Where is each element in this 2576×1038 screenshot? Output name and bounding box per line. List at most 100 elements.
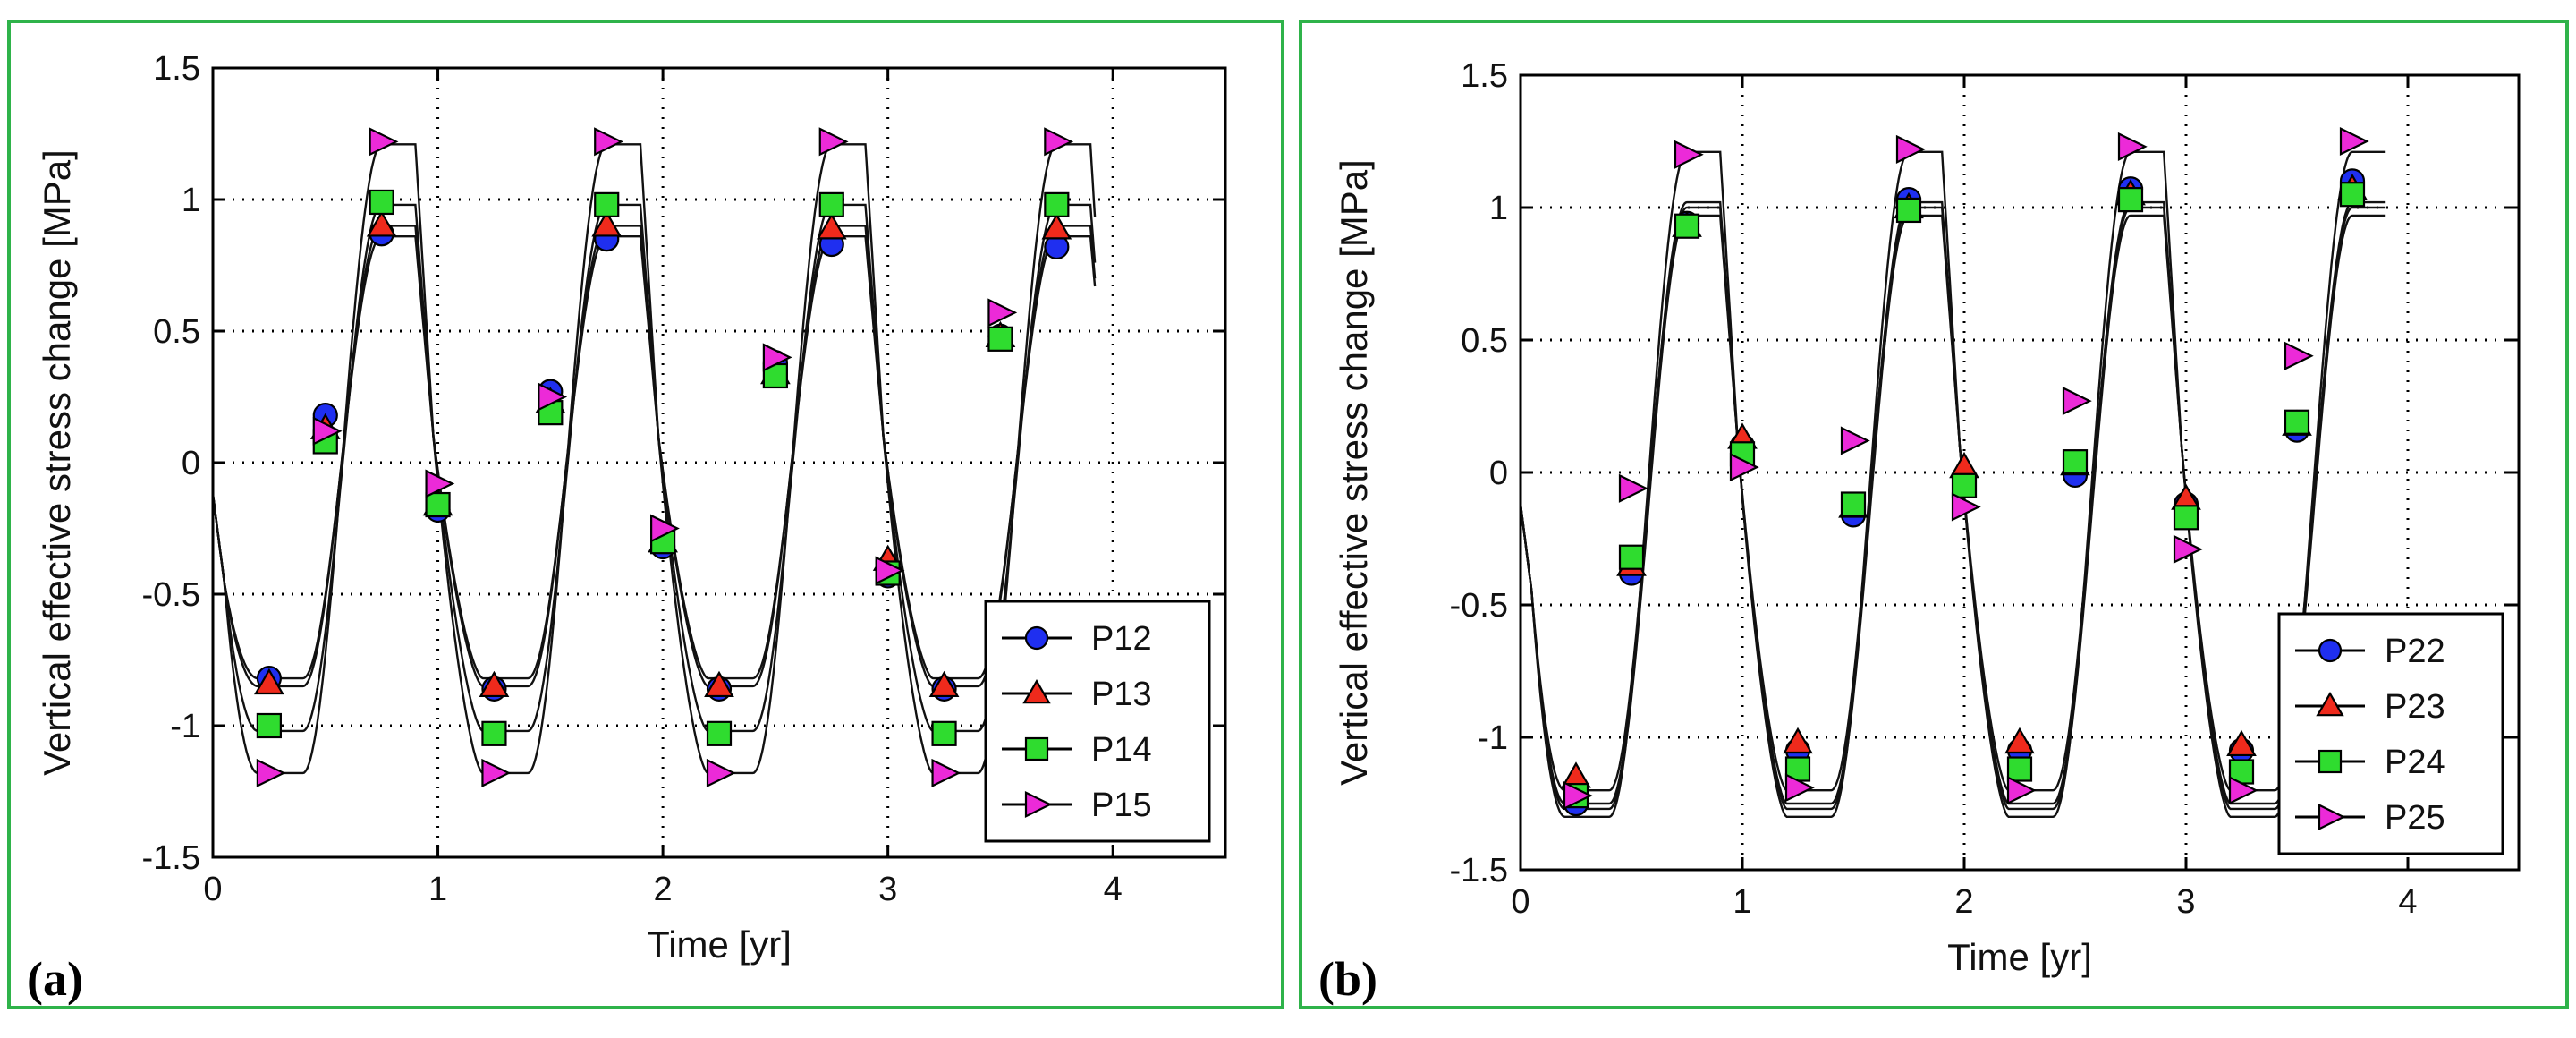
y-axis-title: Vertical effective stress change [MPa] [36, 149, 78, 776]
marker-P25-3 [1729, 453, 1759, 482]
y-tick-label-1: 1 [182, 182, 200, 219]
series-line-P24 [1519, 214, 2386, 811]
marker-P24-8 [2006, 756, 2033, 782]
marker-P13-0 [254, 668, 284, 695]
marker-P24-2 [1674, 213, 1700, 239]
marker-P15-8 [706, 758, 736, 787]
x-tick-label-2: 2 [1954, 883, 1973, 921]
legend-marker-P15 [1024, 791, 1053, 818]
marker-P13-6 [591, 210, 623, 237]
marker-P23-4 [1783, 727, 1813, 754]
marker-P24-9 [2062, 449, 2089, 475]
marker-P13-4 [479, 670, 510, 698]
x-tick-label-4: 4 [1104, 871, 1123, 908]
legend-marker-P23 [2316, 691, 2344, 717]
marker-P14-0 [256, 712, 282, 739]
legend-label-P15: P15 [1091, 787, 1152, 824]
marker-P24-1 [1618, 544, 1645, 570]
legend-label-P14: P14 [1091, 731, 1152, 769]
marker-P15-1 [312, 416, 343, 446]
marker-P25-14 [2339, 126, 2369, 157]
x-tick-label-1: 1 [1733, 883, 1751, 921]
y-tick-label--1: -1 [1478, 719, 1508, 757]
marker-P24-11 [2173, 505, 2199, 531]
marker-P14-4 [481, 720, 507, 746]
y-axis-title: Vertical effective stress change [MPa] [1333, 159, 1375, 786]
y-tick-label-0: 0 [1489, 455, 1508, 492]
figure-panel-a: 0 1 2 3 4 -1.5 -1 -0.5 0 0.5 1 1.5 Time [yr] Vertical… [7, 20, 1284, 1009]
series-line-P25 [1519, 150, 2386, 818]
marker-P14-2 [369, 189, 394, 216]
x-tick-label-2: 2 [654, 871, 673, 908]
x-tick-label-4: 4 [2398, 883, 2417, 921]
marker-P25-12 [2228, 776, 2258, 805]
x-axis-title: Time [yr] [647, 923, 792, 966]
y-tick-label--1.5: -1.5 [1450, 852, 1508, 889]
y-tick-label-1: 1 [1489, 190, 1508, 227]
marker-P14-13 [987, 326, 1013, 352]
y-tick-label-0.5: 0.5 [1461, 322, 1508, 360]
legend-label-P23: P23 [2385, 688, 2445, 726]
marker-P14-8 [706, 720, 733, 746]
marker-P25-1 [1618, 473, 1648, 503]
chart-a-svg: 0 1 2 3 4 -1.5 -1 -0.5 0 0.5 1 1.5 Time [yr] Vertical… [27, 50, 1227, 1006]
marker-P15-9 [762, 343, 792, 372]
y-tick-label-0: 0 [182, 445, 200, 482]
marker-P13-2 [366, 210, 397, 237]
y-tick-label-0.5: 0.5 [153, 313, 200, 351]
x-tick-label-0: 0 [1511, 883, 1530, 921]
legend-marker-P12 [1024, 625, 1049, 651]
marker-P15-5 [538, 382, 568, 412]
marker-P13-10 [816, 213, 847, 240]
legend-marker-P24 [2318, 749, 2343, 774]
x-tick-label-1: 1 [428, 871, 447, 908]
marker-P24-14 [2339, 182, 2366, 208]
marker-P14-3 [425, 491, 451, 518]
marker-P25-5 [1840, 426, 1870, 455]
marker-P25-13 [2284, 341, 2314, 370]
y-tick-label-1.5: 1.5 [153, 50, 200, 88]
figure-panel-b: 0 1 2 3 4 -1.5 -1 -0.5 0 0.5 1 1.5 Time [yr] Vertical… [1299, 20, 2569, 1009]
panel-label: (a) [27, 952, 83, 1006]
marker-P14-12 [931, 720, 957, 746]
x-axis-title: Time [yr] [1947, 936, 2092, 978]
marker-P13-14 [1041, 213, 1072, 240]
marker-P25-11 [2173, 534, 2203, 564]
marker-P25-8 [2006, 776, 2037, 805]
marker-P25-7 [1951, 492, 1981, 522]
marker-P15-12 [931, 758, 962, 787]
marker-P14-10 [818, 191, 844, 217]
marker-P25-9 [2062, 387, 2092, 416]
marker-P15-14 [1044, 127, 1074, 157]
x-tick-label-3: 3 [2176, 883, 2195, 921]
marker-P14-6 [594, 191, 620, 217]
marker-P13-12 [928, 670, 960, 698]
marker-P25-6 [1895, 134, 1926, 164]
marker-P15-4 [481, 758, 512, 787]
y-tick-label--0.5: -0.5 [142, 576, 200, 614]
legend-marker-P13 [1022, 678, 1051, 704]
marker-P15-11 [875, 556, 905, 585]
marker-P24-13 [2284, 409, 2310, 435]
marker-P25-2 [1674, 140, 1704, 169]
marker-P13-8 [704, 670, 734, 698]
legend-label-P24: P24 [2385, 744, 2445, 781]
legend-marker-P14 [1024, 736, 1049, 761]
legend-marker-P25 [2318, 804, 2346, 830]
marker-P24-5 [1840, 491, 1867, 517]
marker-P24-6 [1895, 197, 1922, 224]
legend-box [984, 600, 1211, 843]
legend-label-P25: P25 [2385, 799, 2445, 837]
marker-P24-7 [1951, 472, 1978, 498]
y-tick-label-1.5: 1.5 [1461, 57, 1508, 95]
marker-P23-12 [2226, 729, 2257, 757]
marker-P15-0 [256, 758, 286, 787]
marker-P25-0 [1563, 781, 1593, 811]
x-tick-label-0: 0 [203, 871, 222, 908]
marker-P15-2 [369, 127, 399, 157]
marker-P24-10 [2117, 187, 2144, 213]
panel-label: (b) [1318, 952, 1377, 1006]
marker-P25-10 [2117, 132, 2148, 161]
marker-P23-8 [2004, 727, 2035, 754]
legend-label-P12: P12 [1091, 620, 1152, 658]
